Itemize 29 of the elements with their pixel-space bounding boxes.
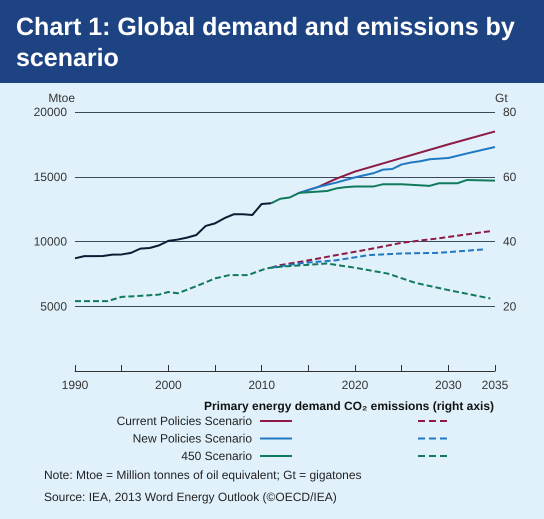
chart-title: Chart 1: Global demand and emissions by scenario xyxy=(0,0,544,83)
x-tick-label: 2010 xyxy=(248,378,276,392)
y-tick-label: 5000 xyxy=(40,299,68,314)
legend-label: New Policies Scenario xyxy=(132,432,252,446)
x-tick-label: 1990 xyxy=(62,378,89,392)
line-series xyxy=(298,146,496,194)
legend-label: Current Policies Scenario xyxy=(116,414,252,428)
y-axis-title: Mtoe xyxy=(48,91,76,105)
text: Note: Mtoe = Million tonnes of oil equivalent; Gt = gigatones xyxy=(44,468,362,482)
y2-tick-label: 20 xyxy=(503,299,517,314)
x-tick-label: 2035 xyxy=(482,378,509,392)
y2-tick-label: 60 xyxy=(503,170,517,184)
line-series xyxy=(74,262,492,302)
x-tick-label: 2020 xyxy=(342,378,369,392)
legend-label: 450 Scenario xyxy=(181,449,252,463)
line-series xyxy=(270,178,496,204)
line-series xyxy=(74,202,272,260)
x-tick-label: 2030 xyxy=(434,378,462,392)
y2-tick-label: 40 xyxy=(503,234,517,248)
text: CO₂ emissions (right axis) xyxy=(344,399,494,413)
y2-axis-title: Gt xyxy=(495,91,508,105)
line-series xyxy=(270,230,492,269)
y2-tick-label: 80 xyxy=(503,105,517,119)
y-tick-label: 15000 xyxy=(34,170,68,184)
y-tick-label: 20000 xyxy=(34,105,68,119)
text: Primary energy demand xyxy=(204,399,341,413)
x-tick-label: 2000 xyxy=(154,378,182,392)
y-tick-label: 10000 xyxy=(34,234,68,248)
source-note: Source: IEA, 2013 Word Energy Outlook (©OECD/IEA) xyxy=(44,490,337,504)
